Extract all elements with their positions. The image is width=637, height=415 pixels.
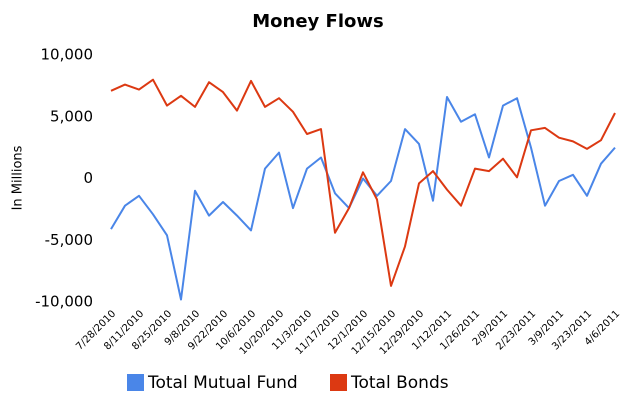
legend-swatch xyxy=(127,374,144,391)
y-tick-label: -5,000 xyxy=(45,231,93,249)
legend-swatch xyxy=(330,374,347,391)
chart-title: Money Flows xyxy=(252,11,383,32)
y-axis-label: In Millions xyxy=(11,145,26,210)
series-line xyxy=(110,96,616,301)
y-tick-label: -10,000 xyxy=(35,293,93,311)
y-tick-label: 5,000 xyxy=(50,107,93,125)
legend-label: Total Bonds xyxy=(350,373,449,393)
y-tick-label: 0 xyxy=(83,169,93,187)
series-line xyxy=(110,78,616,287)
legend-label: Total Mutual Fund xyxy=(147,373,298,393)
y-tick-label: 10,000 xyxy=(41,46,94,64)
